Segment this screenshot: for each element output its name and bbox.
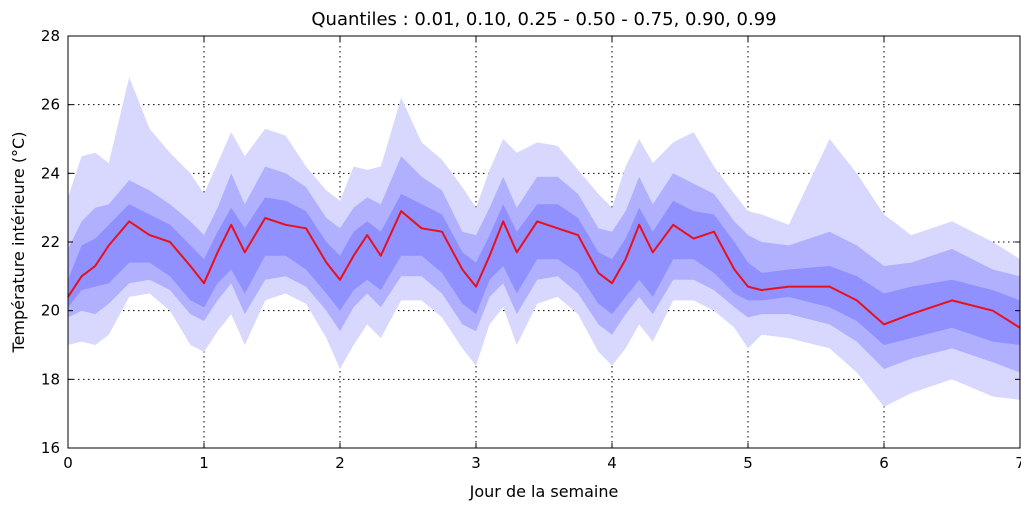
y-axis-label: Température intérieure (°C)	[9, 132, 28, 354]
chart-title: Quantiles : 0.01, 0.10, 0.25 - 0.50 - 0.…	[311, 9, 776, 30]
x-tick-label: 1	[199, 454, 209, 472]
band-q10-q90	[68, 156, 1020, 373]
x-tick-label: 0	[63, 454, 73, 472]
ticks-layer: 0 1 2 3 4 5 6 7 16 18 20 22 24 26 28	[41, 27, 1021, 472]
y-tick-label: 16	[41, 439, 60, 457]
x-axis-label: Jour de la semaine	[469, 482, 619, 501]
x-tick-label: 3	[471, 454, 481, 472]
x-tick-label: 4	[607, 454, 617, 472]
x-tick-label: 7	[1015, 454, 1021, 472]
y-tick-label: 18	[41, 370, 60, 388]
band-q25-q75	[68, 193, 1020, 345]
x-tick-label: 2	[335, 454, 345, 472]
y-tick-label: 24	[41, 164, 60, 182]
median-layer	[67, 210, 1021, 329]
y-tick-label: 28	[41, 27, 60, 45]
y-tick-label: 22	[41, 233, 60, 251]
median-line	[67, 210, 1021, 329]
x-tick-label: 6	[879, 454, 889, 472]
quantile-bands	[68, 77, 1020, 407]
x-tick-label: 5	[743, 454, 753, 472]
y-tick-label: 20	[41, 302, 60, 320]
y-tick-label: 26	[41, 96, 60, 114]
